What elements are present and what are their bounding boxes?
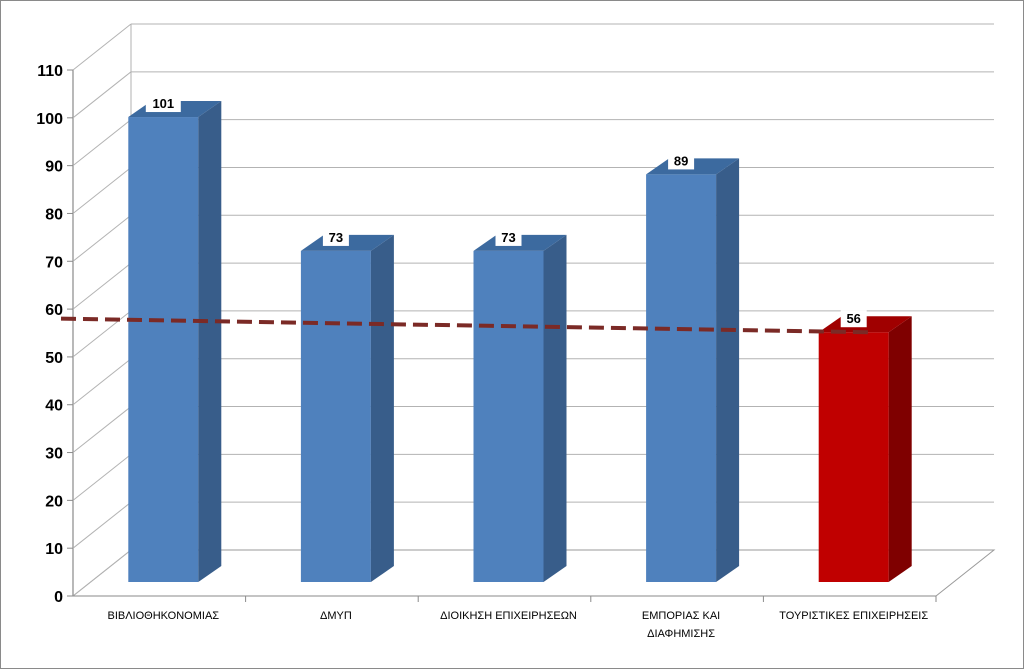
- x-category-label: ΔΜΥΠ: [320, 610, 352, 622]
- data-label: 101: [152, 96, 174, 111]
- data-label: 73: [501, 230, 515, 245]
- gridline-side: [72, 167, 132, 214]
- data-label-bg: [668, 152, 695, 170]
- y-tick-label: 90: [45, 159, 63, 176]
- data-label: 89: [674, 153, 688, 168]
- y-tick-label: 110: [37, 63, 63, 80]
- data-label-bg: [322, 228, 349, 246]
- bar: [473, 234, 567, 582]
- y-tick-label: 50: [45, 350, 63, 367]
- gridline-side: [72, 119, 132, 167]
- data-label-bg: [840, 310, 867, 328]
- y-tick-label: 20: [45, 493, 63, 510]
- y-tick-label: 80: [45, 206, 63, 223]
- gridline-side: [72, 214, 132, 262]
- x-category-label: ΔΙΑΦΗΜΙΣΗΣ: [647, 628, 715, 640]
- gridline-side: [72, 262, 132, 310]
- y-tick-label: 0: [54, 589, 63, 606]
- x-category-label: ΤΟΥΡΙΣΤΙΚΕΣ ΕΠΙΧΕΙΡΗΣΕΙΣ: [779, 610, 928, 622]
- bar-side: [198, 101, 222, 582]
- gridline-side: [72, 549, 132, 597]
- gridline-side: [72, 310, 132, 358]
- gridline-side: [72, 71, 132, 119]
- bar-side: [716, 158, 740, 582]
- data-label: 56: [846, 311, 860, 326]
- reference-line: [60, 316, 869, 335]
- bar: [818, 316, 912, 582]
- y-tick-label: 40: [45, 398, 63, 415]
- gridline-side: [72, 406, 132, 453]
- data-label-bg: [145, 95, 181, 113]
- x-category-label: ΒΙΒΛΙΟΘΗΚΟΝΟΜΙΑΣ: [107, 610, 219, 622]
- bar-front: [818, 332, 889, 582]
- data-label-bg: [495, 228, 522, 246]
- gridline-side: [72, 501, 132, 549]
- bar-front: [646, 174, 717, 582]
- y-tick-label: 70: [45, 254, 63, 271]
- y-tick-label: 10: [45, 541, 63, 558]
- bar-side: [370, 234, 394, 582]
- y-axis-ticks: 0 10 20 30 40 50 60 70 80 90 100 110: [36, 63, 73, 606]
- bar-front: [473, 250, 544, 582]
- data-labels: 101 73 73 89 56: [145, 95, 867, 328]
- bars: [128, 101, 912, 582]
- gridline-side: [72, 23, 132, 71]
- bar-front: [300, 250, 371, 582]
- bar-side: [543, 234, 567, 582]
- data-label: 73: [329, 230, 343, 245]
- gridline-side: [72, 358, 132, 406]
- y-tick-label: 100: [36, 111, 63, 128]
- x-axis-labels: ΒΙΒΛΙΟΘΗΚΟΝΟΜΙΑΣ ΔΜΥΠ ΔΙΟΙΚΗΣΗ ΕΠΙΧΕΙΡΗΣΕΩ…: [73, 595, 937, 640]
- reference-line-group: [60, 316, 869, 335]
- x-category-label: ΔΙΟΙΚΗΣΗ ΕΠΙΧΕΙΡΗΣΕΩΝ: [440, 610, 577, 622]
- bar-front: [128, 117, 199, 582]
- x-category-label: ΕΜΠΟΡΙΑΣ ΚΑΙ: [642, 610, 720, 622]
- gridline-side: [72, 453, 132, 501]
- bar: [128, 101, 222, 582]
- bar: [646, 158, 740, 582]
- y-tick-label: 60: [45, 302, 63, 319]
- y-tick-label: 30: [45, 446, 63, 463]
- bar: [300, 234, 394, 582]
- bar-side: [888, 316, 912, 582]
